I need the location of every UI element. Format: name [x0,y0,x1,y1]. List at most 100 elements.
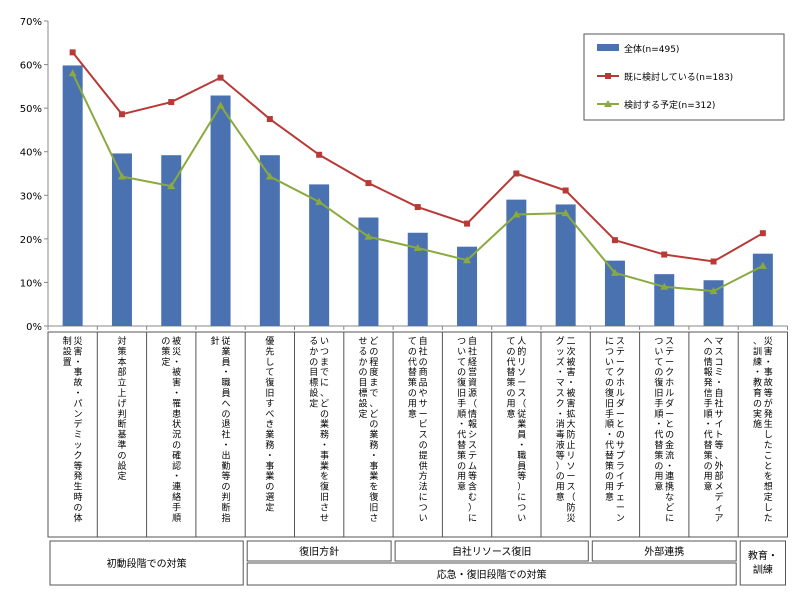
category-char: 意 [457,481,466,493]
category-char: 策 [704,449,713,461]
group-label: 応急・復旧段階での対策 [437,568,547,581]
category-char: 方 [419,470,428,482]
category-char: ク [616,367,625,378]
category-char: 策 [161,345,170,357]
category-char: 育 [753,387,762,399]
category-char: 手 [172,501,181,513]
category-char: を [764,471,773,482]
category-char: ス [616,337,625,347]
category-char: 災 [74,336,83,347]
category-char: 次 [567,345,576,357]
category-char: へ [221,399,230,409]
category-char: （ [567,492,576,503]
category-char: 事 [265,460,274,472]
category-char: ス [517,389,526,399]
category-char: リ [567,451,576,461]
category-char: 人 [517,336,526,347]
category-char: ・ [265,451,274,461]
category-char: 含 [468,481,477,493]
category-char: の [704,462,713,472]
category-char: か [359,357,368,368]
category-char: の [221,410,230,420]
category-char: と [616,419,625,430]
bar [259,155,280,326]
category-char: 信 [704,387,713,399]
category-char: 業 [221,345,230,357]
category-char: 部 [117,366,126,378]
category-char: の [457,368,466,378]
category-char: 職 [517,450,526,461]
bar [161,155,182,326]
category-char: 定 [359,408,368,420]
category-char: 自 [714,387,723,399]
category-char: 手 [704,397,713,409]
category-char: 被 [172,335,181,347]
category-char: 対 [117,335,126,347]
category-char: の [419,441,428,451]
category-char: 防 [567,501,576,513]
category-char: 液 [556,439,565,451]
category-char: 員 [517,430,526,441]
group-box [246,540,392,562]
category-char: 順 [605,419,614,430]
category-char: 業 [369,429,378,441]
category-char: の [506,347,515,357]
category-char: マ [714,337,723,347]
line-point [463,256,472,264]
category-char: 金 [665,439,674,451]
category-char: 防 [567,429,576,441]
group-label: 初動段階での対策 [107,557,187,570]
category-char: き [265,419,274,430]
group-label: 復旧方針 [299,545,339,558]
category-char: ・ [556,410,565,420]
group-box [49,540,244,586]
category-char: 情 [704,356,713,368]
category-char: 資 [468,377,477,389]
category-char: ー [616,410,625,420]
y-tick-label: 0% [26,322,42,333]
category-char: 報 [468,419,477,430]
category-char: 供 [419,460,428,472]
category-char: 策 [117,345,126,357]
bar [555,204,576,326]
category-char: 社 [468,345,477,357]
category-char: ・ [517,441,526,451]
category-char: チ [616,482,625,493]
category-char: む [468,492,477,503]
category-char: て [654,358,663,368]
category-char: 策 [408,377,417,389]
category-char: 体 [74,512,83,524]
category-char: せ [359,336,368,347]
category-char: 旧 [320,492,329,503]
legend-swatch [597,44,619,51]
category-char: し [265,357,274,368]
category-char: 業 [265,429,274,441]
category-char: 報 [704,367,713,378]
category-char: に [665,513,674,524]
category-char: 害 [172,377,181,389]
category-char: の [117,451,126,461]
category-char: 用 [654,471,663,482]
category-char: 被 [567,356,576,368]
legend: 全体(n=495) 既に検討している(n=183) 検討する予定(n=312) [583,33,785,121]
category-char: い [517,514,526,524]
category-char: サ [419,398,428,409]
category-char: の [419,358,428,368]
category-char: の [556,472,565,482]
category-char: 認 [172,460,181,472]
category-char: て [605,368,614,378]
category-char: 用 [457,471,466,482]
category-char: ホ [665,378,674,389]
category-char: ビ [419,419,428,430]
category-char: 社 [221,429,230,441]
